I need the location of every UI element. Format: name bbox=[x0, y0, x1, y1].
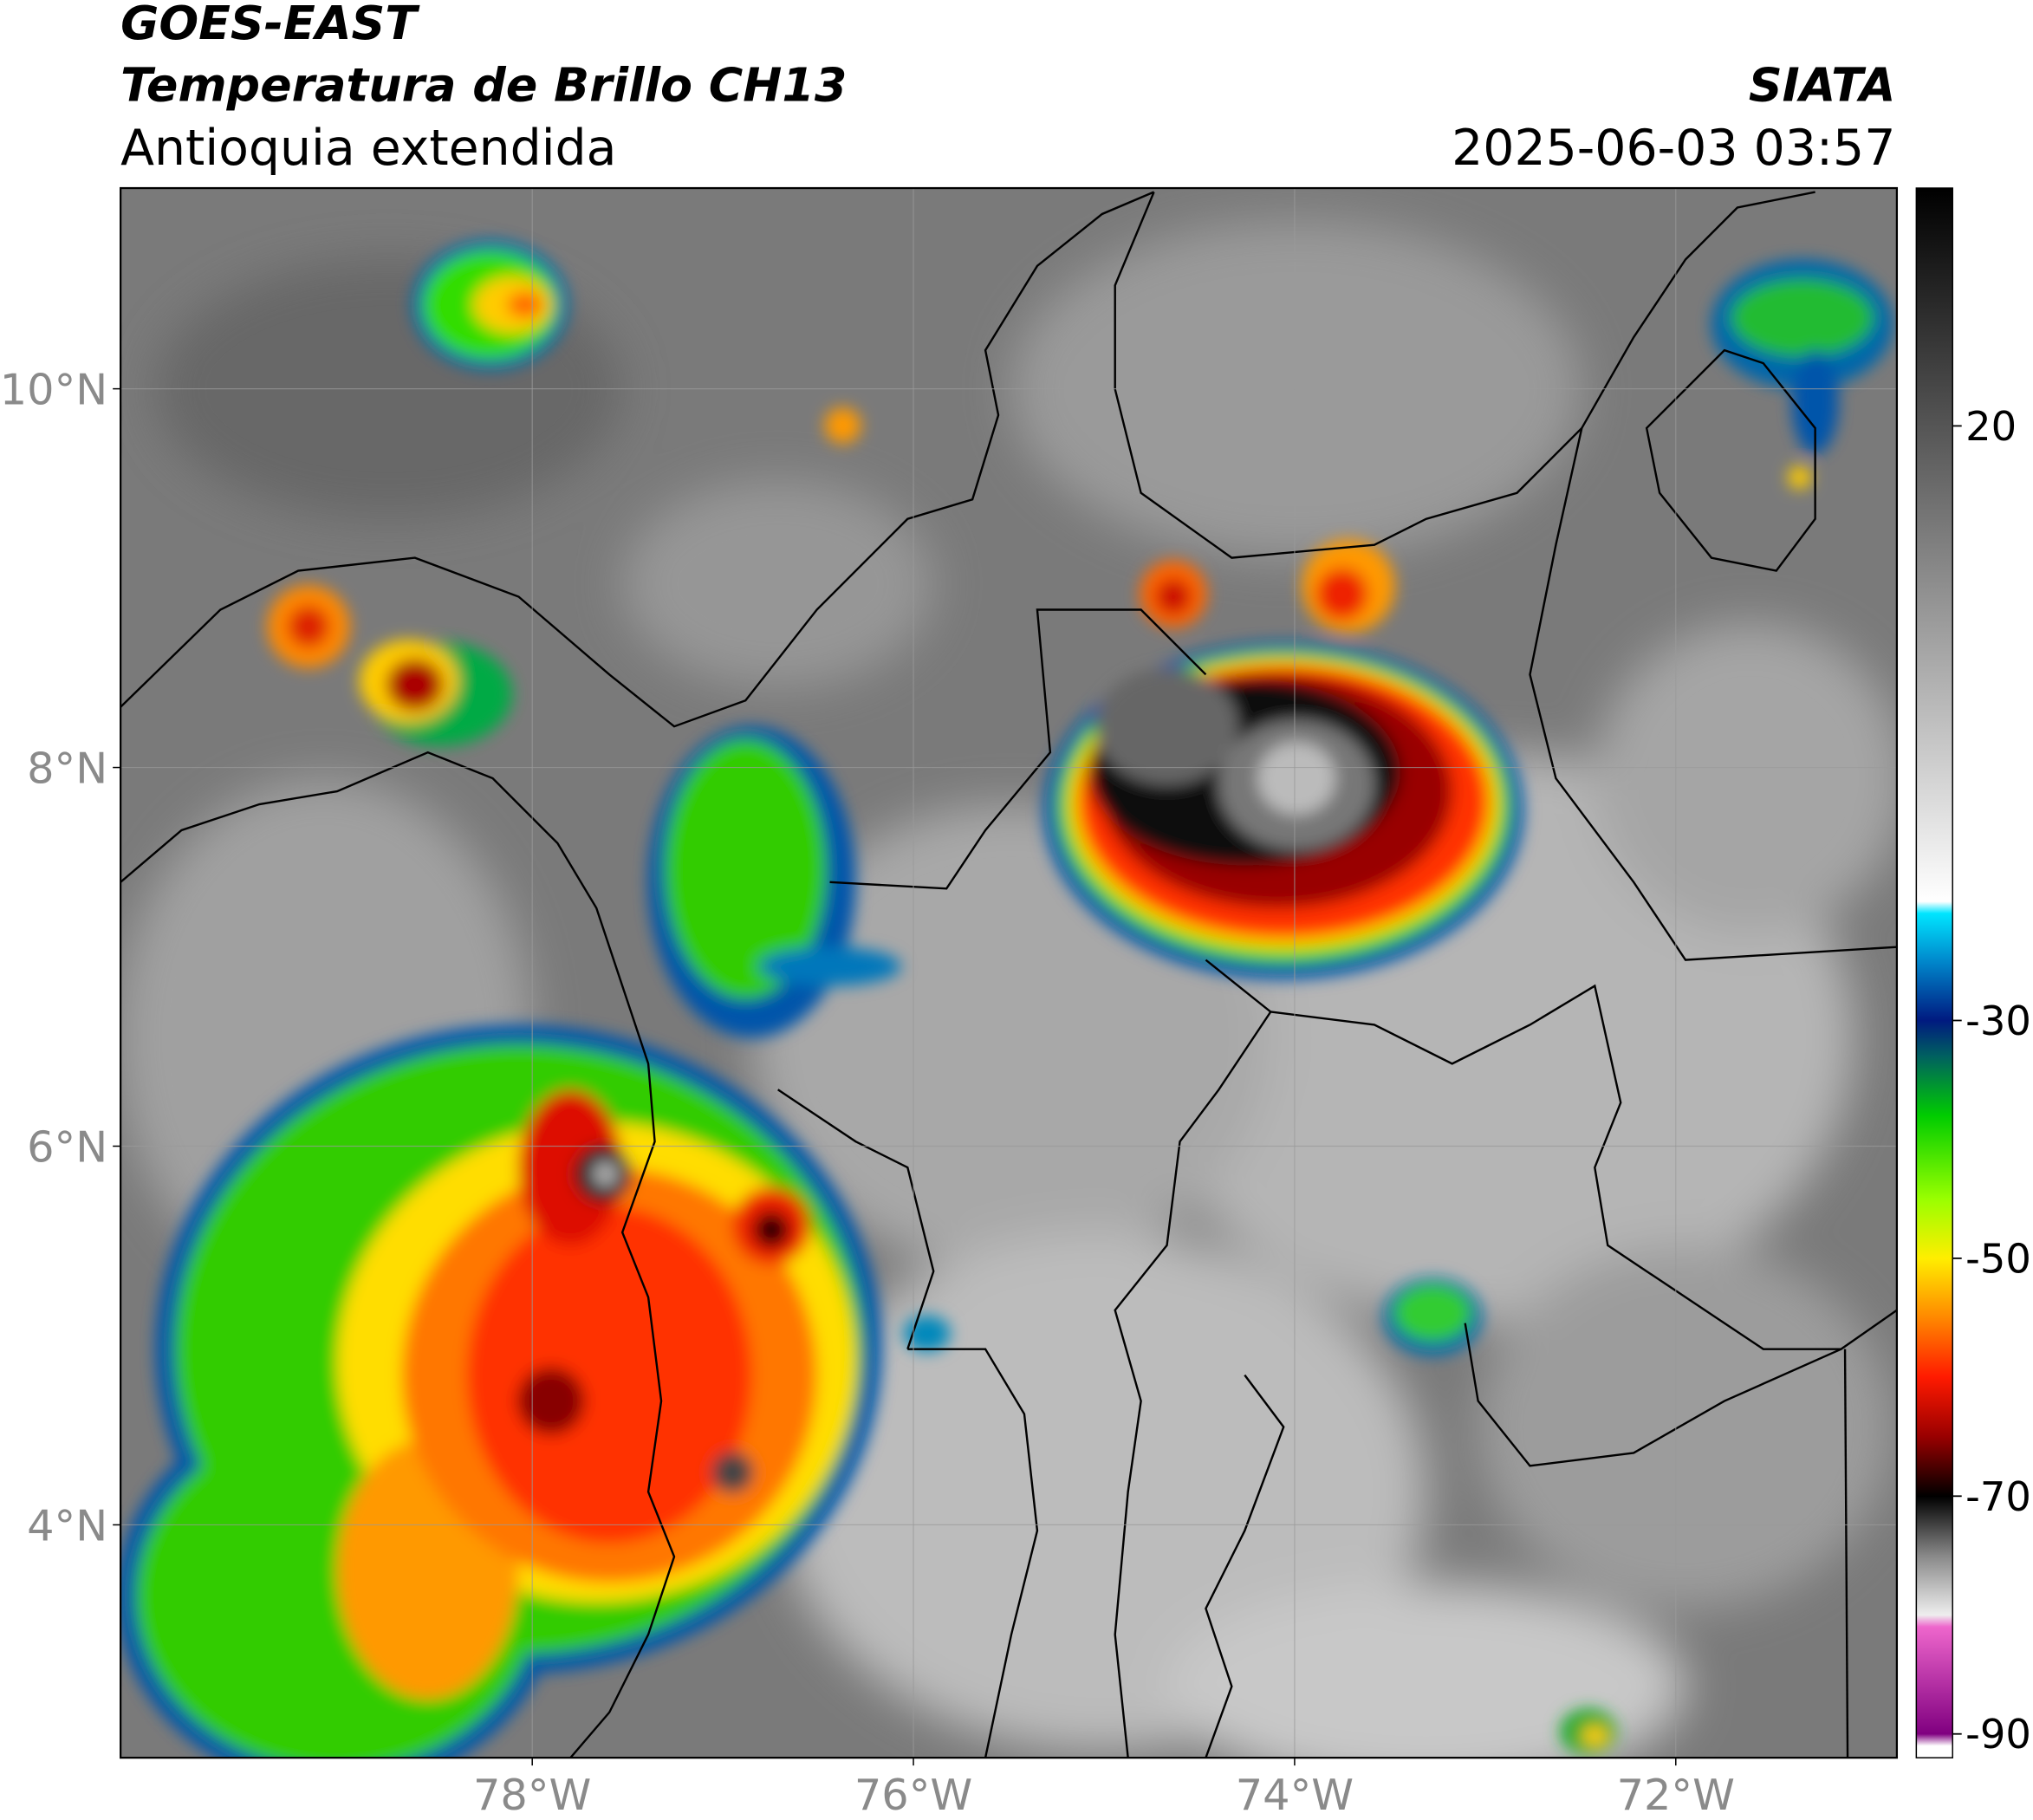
colorbar-label: 20 bbox=[1965, 403, 2017, 450]
colorbar-label: -30 bbox=[1965, 998, 2031, 1044]
colorbar-label: -50 bbox=[1965, 1235, 2031, 1282]
x-tick-label: 78°W bbox=[473, 1770, 591, 1820]
colorbar-label: -90 bbox=[1965, 1711, 2031, 1758]
map-image bbox=[120, 188, 1897, 1758]
y-tick-label: 4°N bbox=[27, 1500, 107, 1550]
subtitle: Temperatura de Brillo CH13 bbox=[120, 58, 847, 113]
y-tick-label: 8°N bbox=[27, 744, 107, 794]
y-tick-label: 10°N bbox=[0, 365, 107, 415]
map-frame bbox=[120, 186, 1899, 1759]
title: GOES-EAST bbox=[120, 0, 420, 50]
y-tick-label: 6°N bbox=[27, 1121, 107, 1172]
x-tick-label: 76°W bbox=[854, 1770, 972, 1820]
x-tick-label: 74°W bbox=[1236, 1770, 1354, 1820]
gridlines bbox=[120, 188, 1897, 1758]
storm-clouds bbox=[120, 239, 1893, 1758]
x-tick-label: 72°W bbox=[1617, 1770, 1735, 1820]
borders bbox=[120, 191, 1897, 1758]
region: Antioquia extendida bbox=[120, 120, 616, 177]
source: SIATA bbox=[1749, 58, 1896, 113]
colorbar bbox=[1915, 187, 1953, 1758]
datetime: 2025-06-03 03:57 bbox=[1452, 120, 1895, 177]
colorbar-label: -70 bbox=[1965, 1473, 2031, 1520]
